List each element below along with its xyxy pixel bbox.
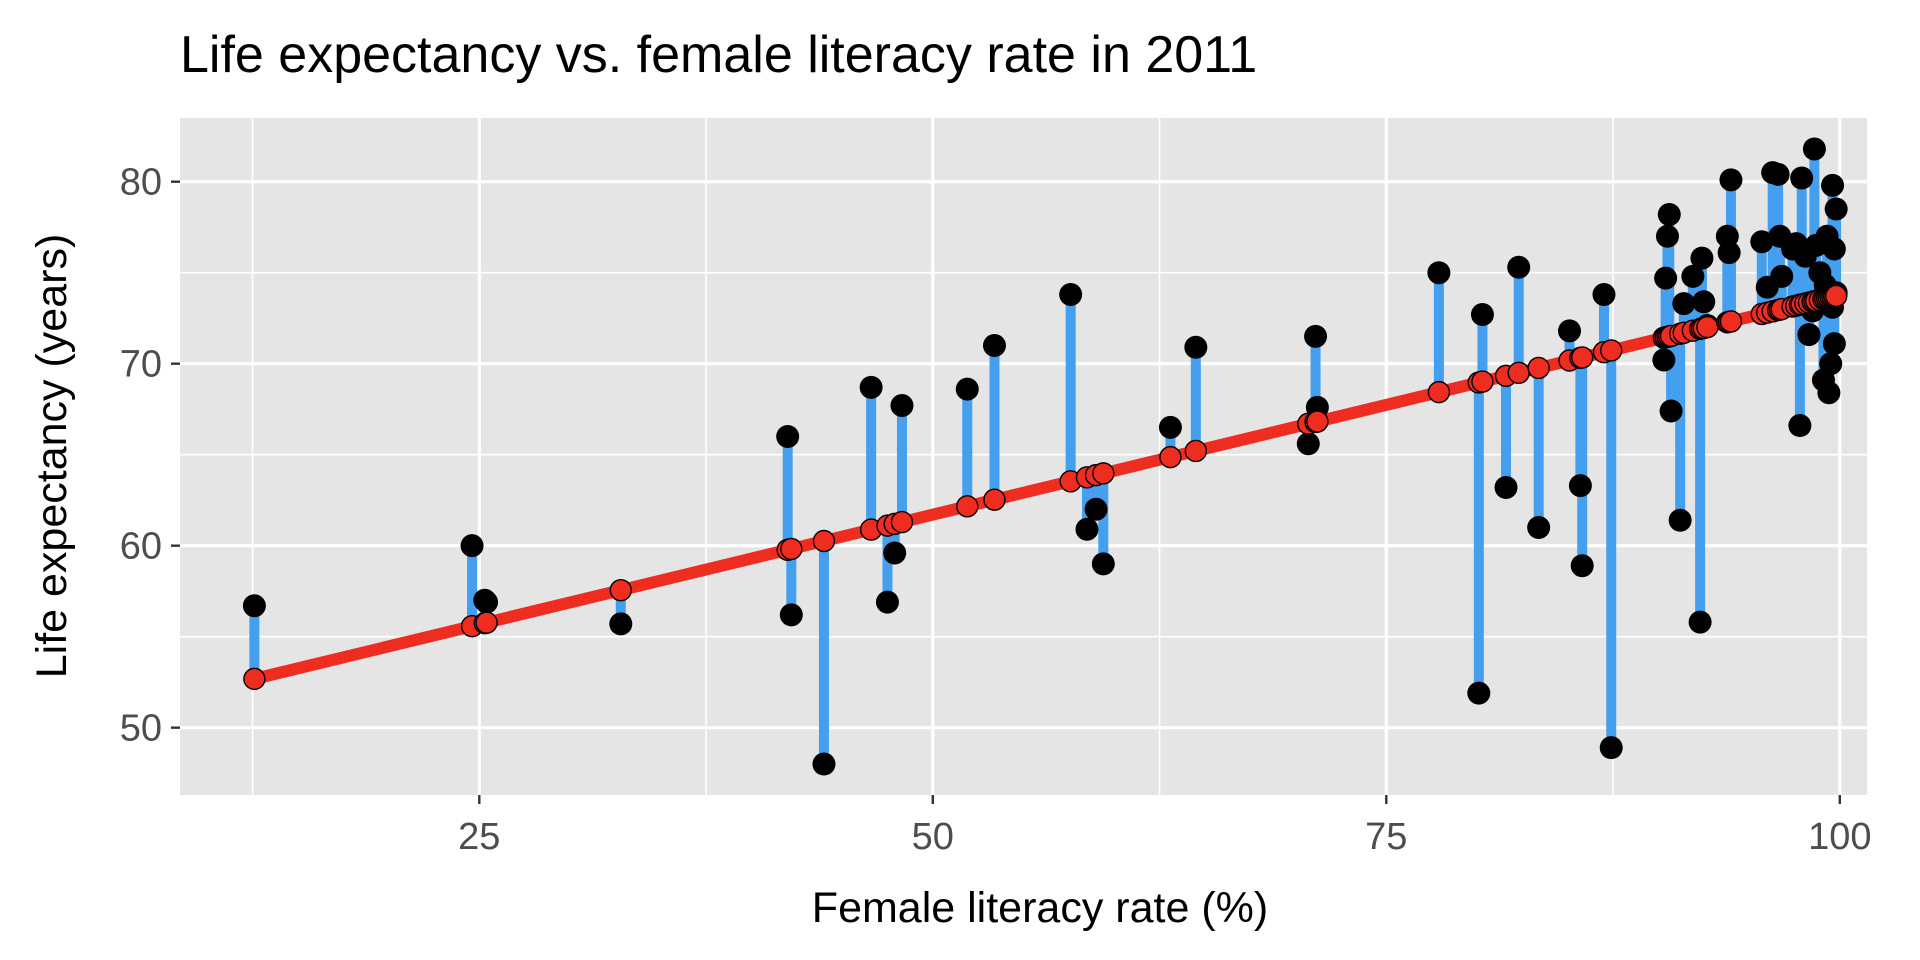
fitted-point [812,529,836,553]
observed-point [1659,399,1683,423]
x-axis-title: Female literacy rate (%) [812,884,1268,932]
x-tick-label: 25 [458,816,500,858]
observed-point [1797,323,1821,347]
fitted-points [243,284,1848,691]
observed-point [982,333,1006,357]
y-tick-label: 60 [120,526,162,568]
observed-point [1558,319,1582,343]
observed-point [1657,202,1681,226]
observed-point [1824,197,1848,221]
observed-point [883,541,907,565]
y-axis: 50 60 70 80 [120,162,180,750]
fitted-point [1527,356,1550,380]
grid-lines [180,118,1867,795]
observed-point [1821,173,1845,197]
observed-point [1717,241,1741,265]
fitted-point [890,510,914,534]
fitted-point [1696,315,1719,339]
fitted-point [1824,284,1848,308]
observed-point [1672,292,1696,316]
observed-point [812,752,836,776]
fitted-point [1600,339,1623,362]
observed-point [1470,303,1494,327]
observed-point [1668,508,1692,532]
observed-point [1084,497,1108,521]
observed-point [1655,224,1679,248]
observed-point [1184,335,1208,359]
observed-point [1766,162,1790,186]
observed-point [1568,474,1592,498]
observed-point [609,612,633,636]
observed-point [1802,137,1826,161]
y-tick-label: 50 [120,708,162,750]
fitted-point [1571,346,1594,369]
observed-point [1819,352,1843,376]
observed-point [1304,324,1328,348]
y-tick-label: 70 [120,344,162,386]
y-tick-label: 80 [120,162,162,204]
observed-point [1681,264,1705,288]
observed-point [1822,237,1846,261]
observed-point [955,377,979,401]
x-tick-label: 50 [912,816,954,858]
observed-point [1822,332,1846,356]
observed-point [1592,283,1616,307]
observed-point [779,603,803,627]
observed-point [875,590,899,614]
observed-point [1091,552,1115,576]
fitted-point [1427,380,1451,404]
observed-point [776,424,800,448]
fitted-point [956,495,979,518]
observed-point [1075,517,1099,541]
observed-point [1652,348,1676,372]
observed-point [242,594,266,618]
fitted-point [475,611,498,634]
fitted-point [780,537,803,561]
fitted-point [1471,370,1494,393]
fitted-point [1092,462,1115,485]
observed-point [1688,610,1712,634]
chart-title: Life expectancy vs. female literacy rate… [180,26,1257,84]
observed-point [1296,432,1320,456]
observed-point [1788,414,1812,438]
fitted-point [1507,361,1530,385]
observed-point [1158,415,1182,439]
fitted-point [1719,310,1743,333]
observed-point [1527,515,1551,539]
observed-point [1599,736,1623,760]
x-axis: 25 50 75 100 [458,795,1871,858]
x-tick-label: 100 [1808,816,1871,858]
observed-point [1467,681,1491,705]
fitted-point [609,578,632,602]
fitted-point [1184,439,1208,463]
observed-point [1494,475,1518,499]
observed-point [890,394,914,418]
observed-point [1692,290,1716,314]
observed-point [1817,381,1841,405]
observed-point [1427,261,1451,285]
observed-point [1654,266,1678,290]
fitted-point [983,488,1006,511]
observed-point [1750,230,1774,254]
observed-point [1059,283,1083,307]
fitted-point [1159,445,1182,469]
observed-point [859,375,883,399]
observed-point [1719,168,1743,192]
x-tick-label: 75 [1365,816,1407,858]
fitted-point [1306,410,1329,433]
observed-point [1507,255,1531,279]
observed-point [1790,166,1814,190]
observed-point [1570,554,1594,578]
y-axis-title: Life expectancy (years) [28,234,76,679]
observed-point [1690,246,1714,270]
observed-point [460,534,484,558]
observed-point [475,590,499,614]
observed-point [1770,264,1794,288]
fitted-point [243,667,266,691]
